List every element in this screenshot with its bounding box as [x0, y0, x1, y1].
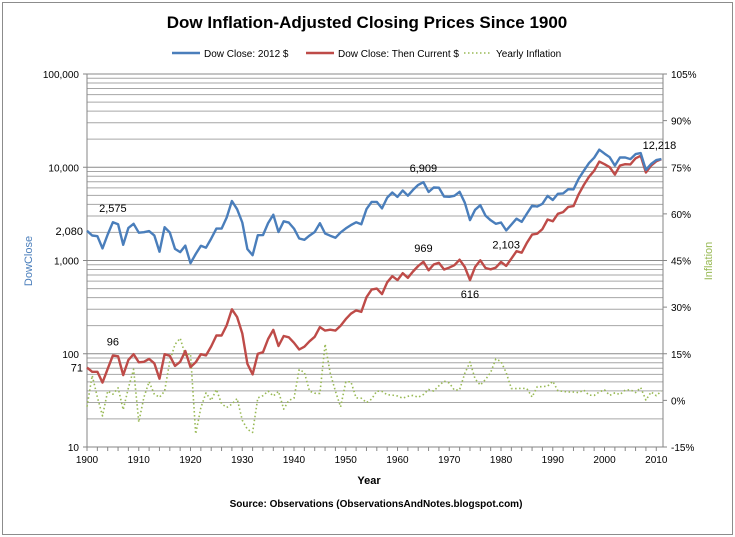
- chart-title: Dow Inflation-Adjusted Closing Prices Si…: [167, 13, 568, 32]
- x-tick-label: 1940: [283, 455, 306, 466]
- series-group: [86, 148, 662, 435]
- series-line-yearly-inflation: [86, 337, 662, 435]
- y-tick-label: 10: [68, 443, 80, 454]
- axes: 1900 1910 1920 1930 1940 1950 1960 1970 1980 1990…: [43, 70, 697, 466]
- x-tick-label: 2000: [593, 455, 616, 466]
- x-tick-label: 1970: [438, 455, 461, 466]
- y-tick-label: 100: [62, 350, 79, 361]
- x-tick-label: 1990: [542, 455, 565, 466]
- data-label: 96: [107, 336, 119, 348]
- x-tick-label: 2010: [645, 455, 668, 466]
- x-tick-label: 1980: [490, 455, 513, 466]
- legend: Dow Close: 2012 $ Dow Close: Then Current…: [172, 49, 561, 60]
- y2-tick-label: 45%: [671, 257, 691, 268]
- x-tick-label: 1920: [179, 455, 202, 466]
- y-tick-label: 10,000: [48, 163, 79, 174]
- y2-tick-label: 105%: [671, 70, 697, 81]
- data-label: 2,575: [99, 203, 127, 215]
- series-line-dow-close-then-current-: [86, 154, 662, 384]
- x-tick-label: 1960: [386, 455, 409, 466]
- legend-entry: Dow Close: 2012 $: [204, 49, 289, 60]
- data-label: 969: [414, 243, 432, 255]
- y-axis-label: DowClose: [23, 236, 35, 286]
- series-line-dow-close-2012-: [86, 148, 662, 265]
- gridlines: [87, 73, 663, 448]
- y-tick-label: 1,000: [54, 257, 79, 268]
- x-axis-label: Year: [357, 475, 381, 487]
- data-label: 6,909: [410, 163, 438, 175]
- y2-axis-label: Inflation: [703, 242, 715, 281]
- y2-tick-label: 90%: [671, 117, 691, 128]
- x-tick-label: 1930: [231, 455, 254, 466]
- legend-entry: Dow Close: Then Current $: [338, 49, 459, 60]
- data-label: 2,103: [492, 239, 520, 251]
- y2-tick-label: 0%: [671, 396, 686, 407]
- x-tick-label: 1910: [128, 455, 151, 466]
- x-tick-label: 1900: [76, 455, 99, 466]
- y2-tick-label: -15%: [671, 443, 694, 454]
- legend-entry: Yearly Inflation: [496, 49, 561, 60]
- y2-tick-label: 75%: [671, 163, 691, 174]
- y2-tick-label: 30%: [671, 303, 691, 314]
- data-label: 71: [71, 363, 83, 375]
- y2-tick-label: 60%: [671, 210, 691, 221]
- data-label: 12,218: [643, 140, 677, 152]
- data-label: 2,080: [55, 226, 83, 238]
- y2-tick-label: 15%: [671, 350, 691, 361]
- data-labels: 2,080 2,575 6,909 2,103 12,218 71 96 969 616: [55, 140, 676, 374]
- y-tick-label: 100,000: [43, 70, 80, 81]
- x-tick-label: 1950: [335, 455, 358, 466]
- source-note: Source: Observations (ObservationsAndNot…: [230, 499, 523, 510]
- data-label: 616: [461, 289, 479, 301]
